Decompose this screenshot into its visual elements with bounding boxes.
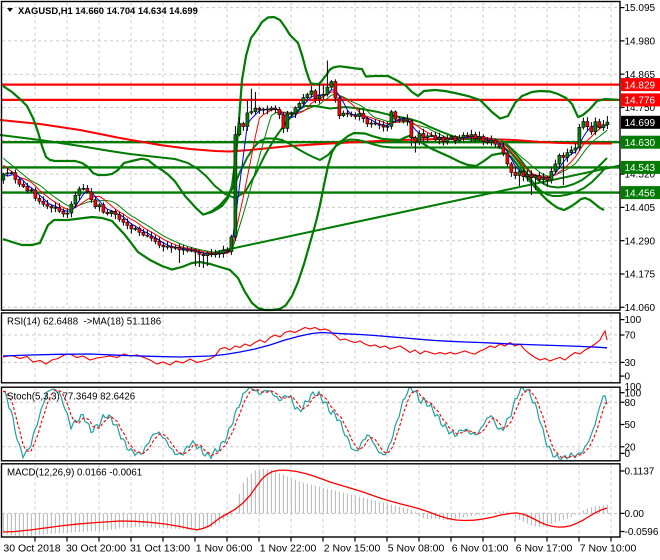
svg-text:100: 100 — [625, 388, 642, 399]
svg-text:30: 30 — [625, 358, 637, 369]
svg-text:6 Nov 17:00: 6 Nov 17:00 — [516, 543, 573, 555]
svg-text:14.456: 14.456 — [625, 188, 656, 199]
svg-text:-0.0596: -0.0596 — [625, 527, 659, 538]
svg-text:Stoch(5,3,3) 77.3649 82.6426: Stoch(5,3,3) 77.3649 82.6426 — [7, 392, 135, 403]
svg-text:14.290: 14.290 — [625, 236, 656, 247]
svg-text:7 Nov 10:00: 7 Nov 10:00 — [580, 543, 637, 555]
svg-text:0: 0 — [625, 372, 631, 383]
svg-text:MACD(12,26,9) 0.0166 -0.0061: MACD(12,26,9) 0.0166 -0.0061 — [7, 468, 142, 479]
svg-text:20: 20 — [625, 442, 637, 453]
svg-text:30 Oct 20:00: 30 Oct 20:00 — [66, 543, 126, 555]
svg-text:14.980: 14.980 — [625, 37, 656, 48]
svg-text:100: 100 — [625, 315, 642, 326]
svg-text:14.520: 14.520 — [625, 170, 656, 181]
svg-text:1 Nov 22:00: 1 Nov 22:00 — [260, 543, 317, 555]
svg-text:14.699: 14.699 — [625, 118, 656, 129]
svg-text:5 Nov 08:00: 5 Nov 08:00 — [388, 543, 445, 555]
svg-text:70: 70 — [625, 331, 637, 342]
svg-text:1 Nov 06:00: 1 Nov 06:00 — [196, 543, 253, 555]
svg-text:50: 50 — [625, 420, 637, 431]
svg-text:0: 0 — [625, 449, 631, 460]
svg-text:14.543: 14.543 — [625, 163, 656, 174]
svg-text:14.776: 14.776 — [625, 96, 656, 107]
svg-text:RSI(14) 62.6488 ->MA(18) 51.1: RSI(14) 62.6488 ->MA(18) 51.1186 — [7, 317, 161, 328]
svg-text:14.630: 14.630 — [625, 138, 656, 149]
svg-text:0.00: 0.00 — [625, 509, 645, 520]
svg-text:80: 80 — [625, 398, 637, 409]
svg-text:14.865: 14.865 — [625, 70, 656, 81]
svg-text:30 Oct 2018: 30 Oct 2018 — [3, 543, 60, 555]
svg-text:6 Nov 01:00: 6 Nov 01:00 — [452, 543, 509, 555]
svg-text:2 Nov 15:00: 2 Nov 15:00 — [324, 543, 381, 555]
svg-text:100: 100 — [625, 382, 642, 393]
svg-text:15.095: 15.095 — [625, 3, 656, 14]
svg-text:14.405: 14.405 — [625, 203, 656, 214]
svg-text:14.060: 14.060 — [625, 303, 656, 314]
svg-text:14.175: 14.175 — [625, 270, 656, 281]
svg-text:XAGUSD,H1 14.660 14.704 14.634: XAGUSD,H1 14.660 14.704 14.634 14.699 — [18, 5, 198, 16]
svg-text:0.1137: 0.1137 — [625, 467, 655, 478]
svg-text:31 Oct 13:00: 31 Oct 13:00 — [130, 543, 190, 555]
svg-text:14.750: 14.750 — [625, 103, 656, 114]
svg-text:14.829: 14.829 — [625, 80, 656, 91]
